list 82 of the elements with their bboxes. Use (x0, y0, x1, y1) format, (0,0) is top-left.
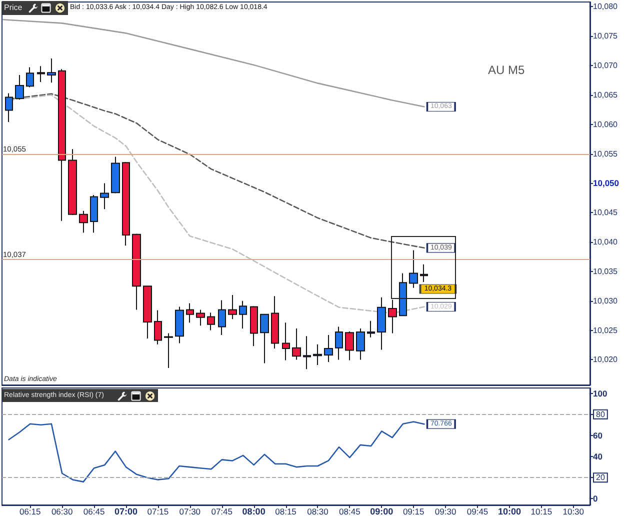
y-tick-label: 10,020 (593, 355, 618, 364)
y-tick-label: 10,035 (593, 266, 618, 276)
y-tick-label: 10,040 (593, 238, 618, 247)
y-tick-label: 10,065 (593, 90, 618, 100)
candlestick (228, 294, 237, 320)
x-tick-label: 08:45 (339, 506, 361, 516)
x-tick-label: 08:15 (275, 506, 297, 516)
candlestick (132, 233, 141, 310)
x-tick-label: 07:00 (114, 506, 138, 516)
candlestick (218, 300, 226, 336)
candlestick (335, 326, 343, 360)
candlestick (282, 322, 290, 361)
candlestick (399, 272, 407, 317)
x-tick-label: 07:45 (211, 506, 233, 516)
y-tick-label: 10,045 (593, 208, 618, 218)
x-tick-label: 06:15 (19, 506, 42, 516)
y-tick-label: 10,030 (593, 296, 618, 306)
candlestick (388, 299, 397, 334)
x-tick-label: 08:00 (242, 506, 266, 516)
x-tick-label: 07:15 (147, 506, 169, 516)
x-tick-label: 06:30 (51, 506, 73, 516)
candlestick (154, 310, 162, 345)
y-tick-label: 40 (593, 452, 603, 462)
x-tick-label: 09:45 (466, 506, 488, 516)
line-series (2, 19, 425, 108)
candlestick (175, 306, 184, 344)
candlestick (356, 328, 365, 360)
candlestick (250, 306, 258, 347)
candlestick (409, 250, 418, 288)
x-tick-label: 07:30 (179, 506, 201, 516)
x-tick-label: 09:00 (370, 506, 394, 516)
ref-line-label: 20 (596, 473, 606, 482)
y-tick-label: 10,055 (593, 149, 618, 158)
x-tick-label: 08:30 (307, 506, 329, 516)
x-tick-label: 09:15 (402, 506, 425, 516)
candlestick (313, 344, 322, 366)
y-tick-label: 60 (593, 430, 603, 440)
candlestick (207, 312, 215, 331)
y-tick-label: 10,025 (593, 326, 618, 335)
candlestick (68, 148, 77, 216)
y-tick-label: 10,075 (593, 32, 618, 41)
y-tick-label: 100 (593, 388, 608, 398)
candlestick (271, 296, 279, 350)
candlestick (420, 264, 428, 283)
candlestick (367, 320, 375, 338)
y-tick-label: 10,050 (593, 178, 620, 188)
x-tick-label: 10:00 (498, 506, 521, 516)
title-tab: Price (2, 1, 68, 15)
x-tick-label: 10:30 (562, 506, 584, 516)
candlestick (5, 92, 13, 123)
candlestick (239, 300, 247, 330)
candlestick (26, 66, 34, 88)
line-series (8, 421, 425, 482)
candlestick (143, 285, 152, 340)
candlestick (260, 313, 269, 364)
candlestick (58, 68, 66, 222)
annotation: AU M5 (488, 63, 525, 77)
y-tick-label: 10,080 (593, 2, 618, 12)
candlestick (100, 182, 109, 210)
candlestick (292, 328, 301, 360)
candlestick (90, 194, 98, 234)
candlestick (345, 330, 354, 361)
candlestick (377, 296, 386, 350)
candlestick (164, 332, 173, 368)
candlestick (122, 162, 130, 246)
candlestick (111, 156, 120, 194)
candlestick (324, 334, 333, 363)
candlestick (186, 302, 194, 324)
x-tick-label: 09:30 (434, 506, 456, 516)
chart-title: Price (4, 2, 22, 14)
x-tick-label: 10:15 (530, 506, 552, 516)
ref-line-label: 80 (596, 410, 606, 419)
candlestick (196, 309, 205, 326)
candlestick (37, 66, 45, 83)
candlestick (79, 210, 88, 234)
y-tick-label: 10,060 (593, 120, 618, 129)
candlestick (15, 74, 24, 100)
candlestick (47, 58, 56, 84)
candlestick (303, 336, 311, 370)
x-tick-label: 06:45 (83, 506, 105, 516)
y-tick-label: 10,070 (593, 61, 618, 70)
y-tick-label: 0 (593, 494, 598, 504)
